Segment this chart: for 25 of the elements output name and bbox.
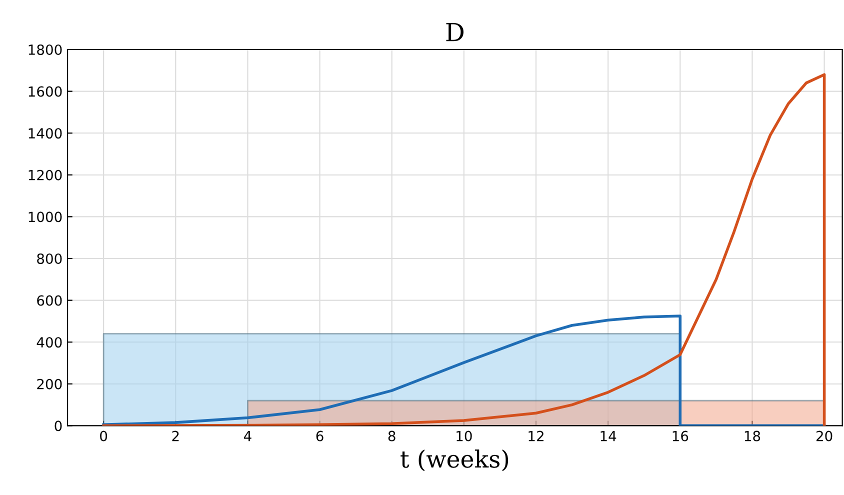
y-tick-label: 1800 bbox=[28, 44, 62, 55]
x-tick-label: 8 bbox=[388, 430, 396, 442]
x-tick-label: 10 bbox=[456, 430, 472, 442]
y-tick-label: 1400 bbox=[28, 128, 62, 139]
y-tick-label: 1200 bbox=[28, 170, 62, 180]
y-tick-label: 600 bbox=[37, 295, 62, 306]
line-series bbox=[102, 314, 826, 426]
x-tick-label: 12 bbox=[528, 430, 544, 442]
x-tick-label: 0 bbox=[100, 430, 108, 442]
y-tick-label: 0 bbox=[54, 420, 62, 432]
x-tick-label: 16 bbox=[672, 430, 688, 442]
x-tick-label: 18 bbox=[744, 430, 760, 442]
y-tick-label: 800 bbox=[37, 253, 62, 264]
x-axis-title: t (weeks) bbox=[400, 450, 508, 472]
x-tick-label: 20 bbox=[816, 430, 832, 442]
y-tick-label: 200 bbox=[37, 378, 62, 390]
y-tick-label: 1000 bbox=[28, 212, 62, 222]
x-tick-label: 2 bbox=[172, 430, 179, 442]
y-tick-label: 400 bbox=[36, 337, 62, 348]
x-tick-label: 4 bbox=[244, 430, 252, 442]
chart-title: D bbox=[446, 22, 464, 42]
line-series bbox=[102, 73, 826, 426]
y-tick-label: 1600 bbox=[28, 86, 62, 97]
x-tick-label: 6 bbox=[316, 430, 324, 442]
x-tick-label: 14 bbox=[600, 430, 616, 442]
